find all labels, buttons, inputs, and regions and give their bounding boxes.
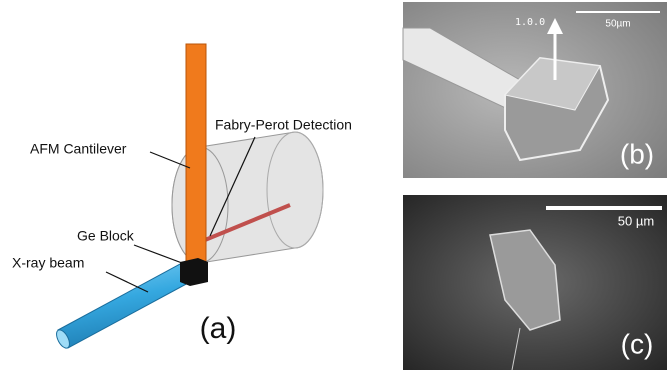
label: Fabry-Perot Detection	[215, 117, 352, 133]
cantilever	[186, 44, 206, 268]
caption: (b)	[620, 138, 654, 169]
beam	[58, 264, 190, 348]
label: AFM Cantilever	[30, 141, 127, 157]
label: X-ray beam	[12, 255, 84, 271]
caption: (a)	[200, 312, 237, 345]
direction: 1.0.0	[515, 17, 545, 28]
leader	[106, 272, 148, 292]
panel-c: 50 µm (c)	[403, 195, 667, 370]
scale-label: 50 µm	[618, 213, 654, 228]
ge-block	[180, 258, 208, 286]
label: Ge Block	[77, 228, 135, 244]
figure: AFM Cantilever Fabry-Perot Detection Ge …	[0, 0, 672, 371]
caption: (c)	[621, 328, 654, 359]
panel-b: 1.0.0 50µm (b)	[403, 2, 667, 178]
scale-label: 50µm	[605, 19, 630, 30]
leader	[134, 245, 182, 263]
panel-a: AFM Cantilever Fabry-Perot Detection Ge …	[12, 44, 352, 350]
